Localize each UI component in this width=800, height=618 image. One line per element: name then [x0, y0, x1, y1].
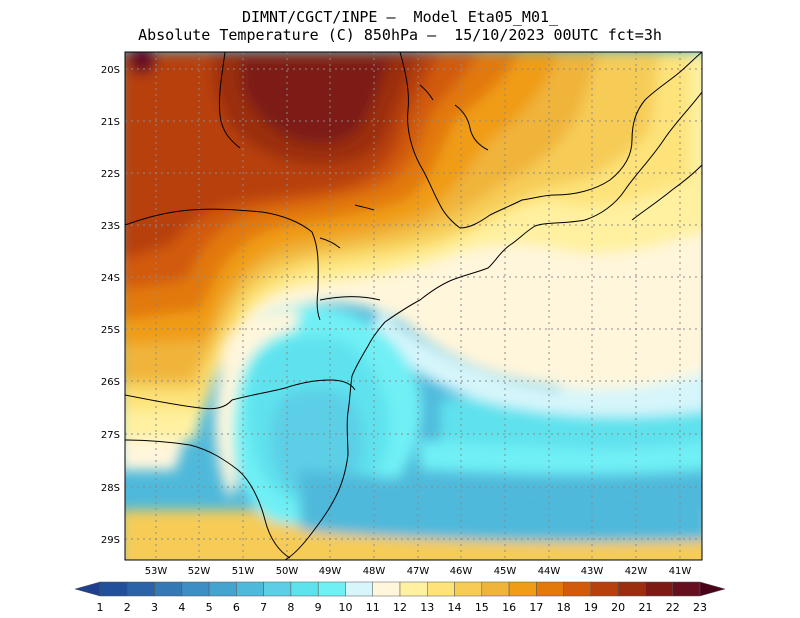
colorbar-over-arrow — [699, 581, 726, 597]
plot-frame — [124, 51, 703, 561]
colorbar-label: 19 — [584, 601, 598, 614]
colorbar-label: 21 — [638, 601, 652, 614]
latitude-label: 20S — [101, 65, 120, 76]
colorbar-swatch — [372, 581, 401, 597]
colorbar-label: 13 — [420, 601, 434, 614]
longitude-label: 52W — [188, 566, 211, 577]
colorbar-under-arrow — [74, 581, 101, 597]
colorbar-labels: 1 2 3 4 5 6 7 8 9 10 11 12 13 14 15 16 17 18 19 20 21 22 23 — [97, 601, 708, 614]
graticule — [125, 52, 702, 560]
colorbar-swatch — [645, 581, 673, 597]
longitude-label: 46W — [450, 566, 473, 577]
colorbar-label: 17 — [529, 601, 543, 614]
latitude-label: 24S — [101, 273, 120, 284]
colorbar-swatch — [454, 581, 483, 597]
colorbar-swatch — [345, 581, 373, 597]
longitude-label: 53W — [145, 566, 168, 577]
longitude-labels: 53W 52W 51W 50W 49W 48W 47W 46W 45W 44W 43W 42W 41W — [145, 566, 692, 577]
latitude-label: 26S — [101, 377, 120, 388]
colorbar-label: 18 — [557, 601, 571, 614]
colorbar-label: 3 — [151, 601, 158, 614]
longitude-label: 49W — [319, 566, 342, 577]
colorbar-swatch — [481, 581, 510, 597]
colorbar-label: 8 — [287, 601, 294, 614]
coastlines-and-borders — [125, 52, 702, 560]
latitude-label: 27S — [101, 430, 120, 441]
colorbar-label: 16 — [502, 601, 516, 614]
colorbar — [74, 581, 726, 597]
colorbar-swatch — [399, 581, 428, 597]
colorbar-label: 22 — [666, 601, 680, 614]
latitude-label: 23S — [101, 221, 120, 232]
temperature-field — [125, 52, 702, 560]
colorbar-label: 5 — [206, 601, 213, 614]
colorbar-swatch — [427, 581, 455, 597]
colorbar-swatch — [208, 581, 237, 597]
colorbar-swatch — [563, 581, 592, 597]
longitude-label: 43W — [581, 566, 604, 577]
colorbar-swatch — [181, 581, 210, 597]
colorbar-swatch — [290, 581, 319, 597]
colorbar-label: 2 — [124, 601, 131, 614]
colorbar-swatch — [127, 581, 155, 597]
longitude-label: 48W — [363, 566, 386, 577]
longitude-label: 41W — [669, 566, 692, 577]
colorbar-label: 4 — [178, 601, 185, 614]
colorbar-swatch — [99, 581, 128, 597]
colorbar-swatch — [672, 581, 701, 597]
latitude-label: 25S — [101, 325, 120, 336]
colorbar-swatch — [154, 581, 183, 597]
colorbar-swatch — [536, 581, 564, 597]
longitude-label: 47W — [407, 566, 430, 577]
longitude-label: 51W — [232, 566, 255, 577]
longitude-label: 44W — [538, 566, 561, 577]
longitude-label: 50W — [276, 566, 299, 577]
colorbar-label: 23 — [693, 601, 707, 614]
colorbar-swatch — [236, 581, 264, 597]
colorbar-label: 14 — [448, 601, 462, 614]
colorbar-swatch — [317, 581, 346, 597]
colorbar-label: 11 — [366, 601, 380, 614]
map-title-line-1: DIMNT/CGCT/INPE – Model Eta05_M01_ — [241, 8, 559, 26]
colorbar-label: 20 — [611, 601, 625, 614]
longitude-label: 45W — [494, 566, 517, 577]
colorbar-label: 7 — [260, 601, 267, 614]
longitude-label: 42W — [625, 566, 648, 577]
latitude-label: 29S — [101, 535, 120, 546]
colorbar-label: 6 — [233, 601, 240, 614]
colorbar-swatch — [590, 581, 619, 597]
latitude-label: 28S — [101, 483, 120, 494]
colorbar-label: 12 — [393, 601, 407, 614]
colorbar-label: 1 — [97, 601, 104, 614]
colorbar-swatch — [617, 581, 646, 597]
colorbar-label: 10 — [338, 601, 352, 614]
latitude-labels: 20S 21S 22S 23S 24S 25S 26S 27S 28S 29S — [101, 65, 120, 546]
map-title-line-2: Absolute Temperature (C) 850hPa – 15/10/… — [138, 26, 662, 44]
colorbar-swatch — [263, 581, 292, 597]
latitude-label: 21S — [101, 117, 120, 128]
colorbar-label: 9 — [315, 601, 322, 614]
colorbar-label: 15 — [475, 601, 489, 614]
colorbar-swatch — [508, 581, 537, 597]
latitude-label: 22S — [101, 169, 120, 180]
